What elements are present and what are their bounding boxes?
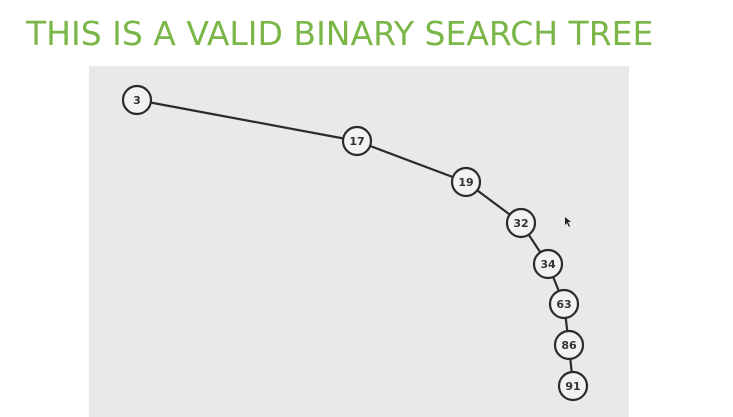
- diagram-panel: [89, 66, 629, 417]
- tree-node: 3: [121, 84, 153, 116]
- tree-node: 32: [505, 207, 537, 239]
- tree-node-circle: [450, 166, 482, 198]
- tree-node-label: 32: [513, 217, 528, 230]
- tree-nodes: 3 17 19 32 34 63 86 91: [121, 84, 589, 402]
- mouse-pointer-icon: [565, 217, 571, 227]
- tree-node: 34: [532, 248, 564, 280]
- tree-node: 17: [341, 125, 373, 157]
- tree-node-label: 86: [561, 339, 577, 352]
- slide-title: THIS IS A VALID BINARY SEARCH TREE: [26, 14, 654, 53]
- tree-node-circle: [121, 84, 153, 116]
- tree-node: 91: [557, 370, 589, 402]
- tree-node: 63: [548, 288, 580, 320]
- tree-node-label: 34: [540, 258, 556, 271]
- tree-node-circle: [548, 288, 580, 320]
- tree-node-circle: [505, 207, 537, 239]
- tree-node-label: 19: [458, 176, 473, 189]
- tree-node-circle: [557, 370, 589, 402]
- tree-node: 19: [450, 166, 482, 198]
- tree-node-label: 63: [556, 298, 571, 311]
- tree-node-label: 17: [349, 135, 364, 148]
- tree-node: 86: [553, 329, 585, 361]
- tree-node-label: 3: [133, 94, 141, 107]
- tree-edge: [136, 98, 358, 143]
- tree-node-circle: [532, 248, 564, 280]
- tree-node-circle: [553, 329, 585, 361]
- tree-edge: [356, 139, 467, 184]
- tree-node-circle: [341, 125, 373, 157]
- tree-node-label: 91: [565, 380, 580, 393]
